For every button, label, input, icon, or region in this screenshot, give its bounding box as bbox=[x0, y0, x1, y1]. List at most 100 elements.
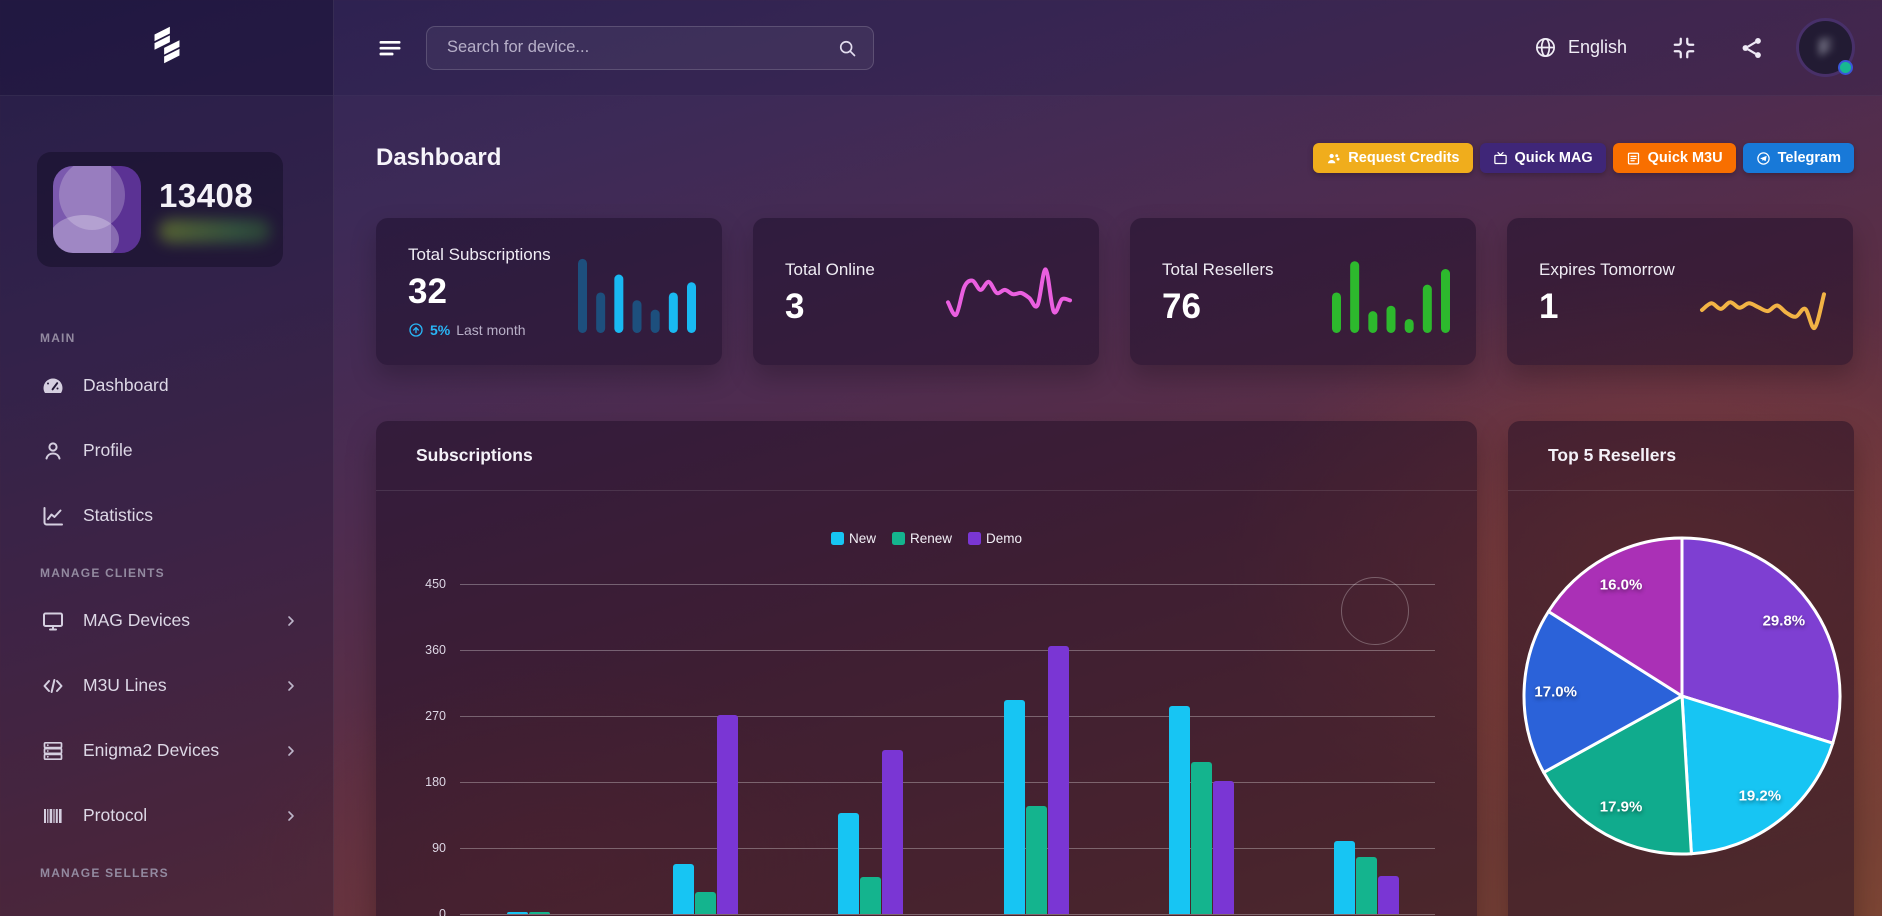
sparkline-online bbox=[946, 266, 1072, 317]
language-selector[interactable]: English bbox=[1534, 36, 1627, 59]
user-icon bbox=[40, 438, 66, 464]
search-icon[interactable] bbox=[837, 38, 857, 58]
stat-card-total-subscriptions: Total Subscriptions 32 5% Last month bbox=[376, 218, 722, 365]
pie-slice-19.2% bbox=[1680, 694, 1835, 856]
stat-value: 1 bbox=[1539, 286, 1559, 326]
sidebar-item-profile[interactable]: Profile bbox=[0, 418, 333, 483]
pie-slice-17.0% bbox=[1522, 610, 1684, 774]
page-title: Dashboard bbox=[376, 144, 502, 171]
quick-mag-button[interactable]: Quick MAG bbox=[1479, 143, 1606, 173]
legend-item-renew[interactable]: Renew bbox=[891, 531, 952, 546]
pie-slice-29.8% bbox=[1680, 536, 1842, 745]
sidebar-item-m3u-lines[interactable]: M3U Lines bbox=[0, 653, 333, 718]
legend-item-new[interactable]: New bbox=[830, 531, 876, 546]
brand-logo-icon bbox=[144, 22, 190, 73]
sidebar-item-dashboard[interactable]: Dashboard bbox=[0, 353, 333, 418]
subscriptions-bar-chart: New Renew Demo 450 360 270 180 90 0 bbox=[376, 491, 1477, 916]
nav-section-main: MAIN bbox=[40, 331, 76, 345]
top5-resellers-title: Top 5 Resellers bbox=[1548, 445, 1677, 465]
bar-new bbox=[1169, 706, 1190, 914]
legend-item-demo[interactable]: Demo bbox=[968, 531, 1022, 546]
y-axis-tick: 360 bbox=[425, 643, 446, 657]
stat-card-total-resellers: Total Resellers 76 bbox=[1130, 218, 1476, 365]
stat-value: 76 bbox=[1162, 286, 1201, 326]
tv-icon bbox=[1493, 151, 1508, 166]
search-box bbox=[426, 25, 874, 70]
stat-card-total-online: Total Online 3 bbox=[753, 218, 1099, 365]
bar-demo bbox=[1213, 780, 1234, 914]
gridline bbox=[460, 584, 1435, 585]
pie-label: 16.0% bbox=[1599, 576, 1643, 594]
action-buttons: Request Credits Quick MAG Quick M3U Tele… bbox=[1313, 143, 1854, 173]
y-axis-tick: 0 bbox=[439, 907, 446, 916]
online-status-dot bbox=[1838, 60, 1853, 75]
bar-renew bbox=[860, 877, 881, 914]
sidebar-item-label: Enigma2 Devices bbox=[83, 740, 220, 760]
pie-label: 19.2% bbox=[1738, 787, 1782, 805]
credits-icon bbox=[1326, 151, 1341, 166]
y-axis-tick: 270 bbox=[425, 709, 446, 723]
stat-label: Total Resellers bbox=[1162, 259, 1274, 279]
subscriptions-chart-title: Subscriptions bbox=[416, 445, 533, 465]
menu-icon[interactable] bbox=[374, 32, 406, 64]
user-card[interactable]: 13408 bbox=[37, 152, 283, 267]
telegram-icon bbox=[1756, 151, 1771, 166]
sidebar-item-mag-devices[interactable]: MAG Devices bbox=[0, 588, 333, 653]
top5-resellers-panel: Top 5 Resellers 29.8% 19.2% 17.9% 17.0% 16.0… bbox=[1508, 421, 1854, 916]
pie-slice-16.0% bbox=[1547, 536, 1684, 698]
bar-renew bbox=[695, 892, 716, 914]
legend-label: New bbox=[848, 531, 876, 546]
sidebar-item-label: Dashboard bbox=[83, 375, 169, 395]
sidebar-item-enigma2-devices[interactable]: Enigma2 Devices bbox=[0, 718, 333, 783]
legend-label: Demo bbox=[986, 531, 1023, 546]
request-credits-button[interactable]: Request Credits bbox=[1313, 143, 1473, 173]
bar-demo bbox=[1048, 645, 1069, 914]
compress-icon[interactable] bbox=[1671, 35, 1697, 61]
gauge-icon bbox=[40, 373, 66, 399]
bar-demo bbox=[1378, 875, 1399, 914]
subscriptions-chart-panel: Subscriptions New Renew Demo 450 360 270 180 9… bbox=[376, 421, 1477, 916]
bar-renew bbox=[1191, 762, 1212, 914]
quick-m3u-button[interactable]: Quick M3U bbox=[1612, 143, 1736, 173]
server-icon bbox=[40, 738, 66, 764]
monitor-icon bbox=[40, 608, 66, 634]
telegram-button[interactable]: Telegram bbox=[1742, 143, 1854, 173]
sidebar-item-label: Protocol bbox=[83, 805, 148, 825]
stat-cards: Total Subscriptions 32 5% Last month Tot… bbox=[376, 218, 1854, 365]
stat-label: Total Online bbox=[785, 259, 875, 279]
bar-renew bbox=[1026, 806, 1047, 914]
y-axis-tick: 450 bbox=[425, 577, 446, 591]
nav-section-manage-sellers: MANAGE SELLERS bbox=[40, 866, 169, 880]
sidebar-item-protocol[interactable]: Protocol bbox=[0, 783, 333, 848]
user-avatar bbox=[53, 166, 141, 253]
chevron-right-icon bbox=[283, 808, 299, 824]
pie-label: 17.0% bbox=[1534, 683, 1577, 701]
search-input[interactable] bbox=[447, 38, 837, 57]
sidebar: 13408 MAIN Dashboard Profile Statistics bbox=[0, 0, 334, 916]
gridline bbox=[460, 914, 1435, 915]
sparkline-expires bbox=[1700, 291, 1826, 330]
bar-demo bbox=[882, 750, 903, 914]
sidebar-item-label: Profile bbox=[83, 440, 133, 460]
bar-new bbox=[1004, 699, 1025, 914]
share-icon[interactable] bbox=[1739, 35, 1765, 61]
user-name-blurred bbox=[159, 218, 271, 243]
sidebar-item-statistics[interactable]: Statistics bbox=[0, 483, 333, 548]
code-icon bbox=[40, 673, 66, 699]
gridline bbox=[460, 716, 1435, 717]
stat-label: Total Subscriptions bbox=[408, 245, 551, 264]
sidebar-item-label: Statistics bbox=[83, 505, 154, 525]
avatar[interactable]: F bbox=[1799, 21, 1853, 75]
y-axis-tick: 90 bbox=[432, 841, 446, 855]
chart-line-icon bbox=[40, 503, 66, 529]
top5-resellers-pie-chart: 29.8% 19.2% 17.9% 17.0% 16.0% bbox=[1508, 491, 1854, 916]
gridline bbox=[460, 650, 1435, 651]
logo-box[interactable] bbox=[0, 0, 333, 96]
nav-section-manage-clients: MANAGE CLIENTS bbox=[40, 566, 165, 580]
bar-demo bbox=[717, 714, 738, 914]
stat-card-expires-tomorrow: Expires Tomorrow 1 bbox=[1507, 218, 1853, 365]
pie-label: 17.9% bbox=[1599, 798, 1643, 816]
pie-label: 29.8% bbox=[1762, 612, 1806, 630]
chevron-right-icon bbox=[283, 743, 299, 759]
bar-new bbox=[838, 812, 859, 914]
